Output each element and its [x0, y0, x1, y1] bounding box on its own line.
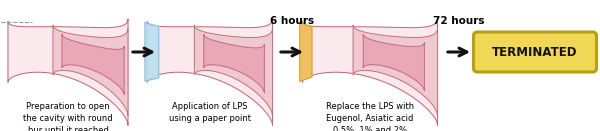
FancyBboxPatch shape: [473, 32, 596, 72]
Text: Replace the LPS with
Eugenol, Asiatic acid
0.5%, 1% and 2%: Replace the LPS with Eugenol, Asiatic ac…: [326, 102, 414, 131]
Polygon shape: [53, 25, 128, 116]
Polygon shape: [302, 19, 437, 125]
Polygon shape: [62, 34, 124, 94]
Polygon shape: [363, 34, 424, 91]
Polygon shape: [194, 25, 272, 116]
Text: 6 hours: 6 hours: [270, 16, 314, 26]
Polygon shape: [353, 25, 437, 116]
Polygon shape: [148, 19, 272, 125]
Text: Application of LPS
using a paper point: Application of LPS using a paper point: [169, 102, 251, 123]
Polygon shape: [204, 34, 265, 93]
Polygon shape: [145, 23, 159, 81]
Polygon shape: [300, 23, 312, 81]
Text: 72 hours: 72 hours: [433, 16, 485, 26]
Text: TERMINATED: TERMINATED: [492, 45, 578, 59]
Polygon shape: [8, 19, 128, 125]
Text: Preparation to open
the cavity with round
bur until it reached
the pulp roof: Preparation to open the cavity with roun…: [23, 102, 113, 131]
